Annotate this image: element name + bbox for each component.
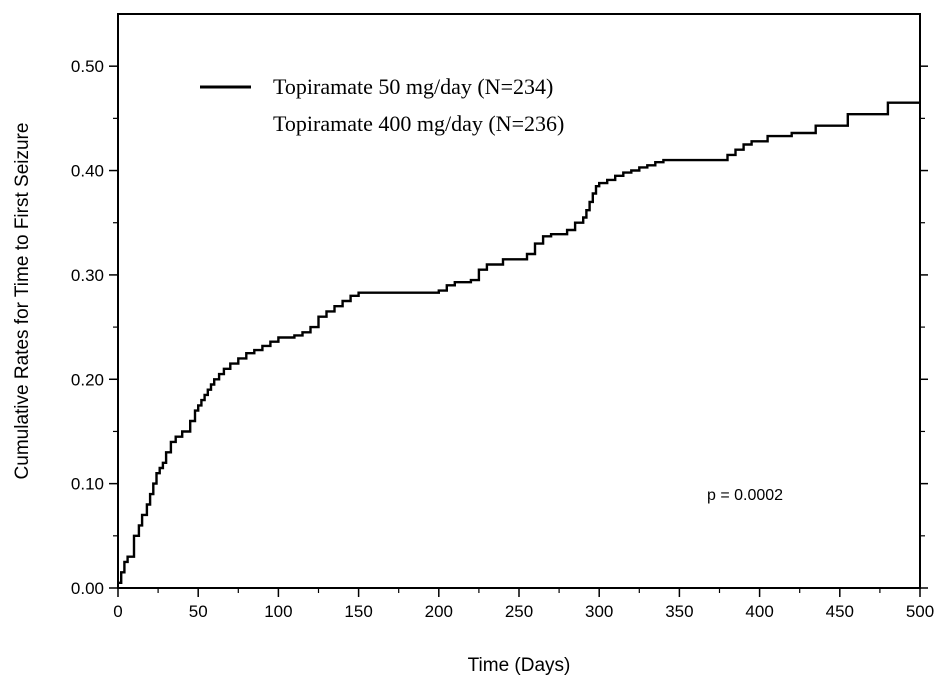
y-axis-title: Cumulative Rates for Time to First Seizu… <box>12 123 33 480</box>
x-tick-label: 150 <box>344 602 372 621</box>
x-tick-label: 250 <box>505 602 533 621</box>
y-tick-label: 0.10 <box>71 475 104 494</box>
x-tick-label: 200 <box>425 602 453 621</box>
y-tick-label: 0.00 <box>71 579 104 598</box>
legend: Topiramate 50 mg/day (N=234) Topiramate … <box>200 74 564 136</box>
series-layer <box>118 101 920 584</box>
y-axis-ticks: 0.00 0.10 0.20 0.30 0.40 0.50 <box>71 57 928 598</box>
y-tick-label: 0.20 <box>71 370 104 389</box>
legend-label-series-2: Topiramate 400 mg/day (N=236) <box>273 111 564 136</box>
x-tick-label: 450 <box>826 602 854 621</box>
x-tick-label: 400 <box>745 602 773 621</box>
legend-label-series-1: Topiramate 50 mg/day (N=234) <box>273 74 553 99</box>
p-value-annotation: p = 0.0002 <box>707 487 783 504</box>
x-tick-label: 50 <box>189 602 208 621</box>
x-tick-label: 350 <box>665 602 693 621</box>
x-axis-ticks: 0 50 100 150 200 250 300 350 400 450 500 <box>113 588 934 621</box>
x-tick-label: 0 <box>113 602 122 621</box>
x-tick-label: 500 <box>906 602 934 621</box>
plot-frame <box>117 13 921 589</box>
y-tick-label: 0.30 <box>71 266 104 285</box>
x-tick-label: 300 <box>585 602 613 621</box>
series-line-1 <box>118 101 920 584</box>
x-axis-title: Time (Days) <box>468 655 571 676</box>
y-tick-label: 0.50 <box>71 57 104 76</box>
y-tick-label: 0.40 <box>71 162 104 181</box>
x-tick-label: 100 <box>264 602 292 621</box>
